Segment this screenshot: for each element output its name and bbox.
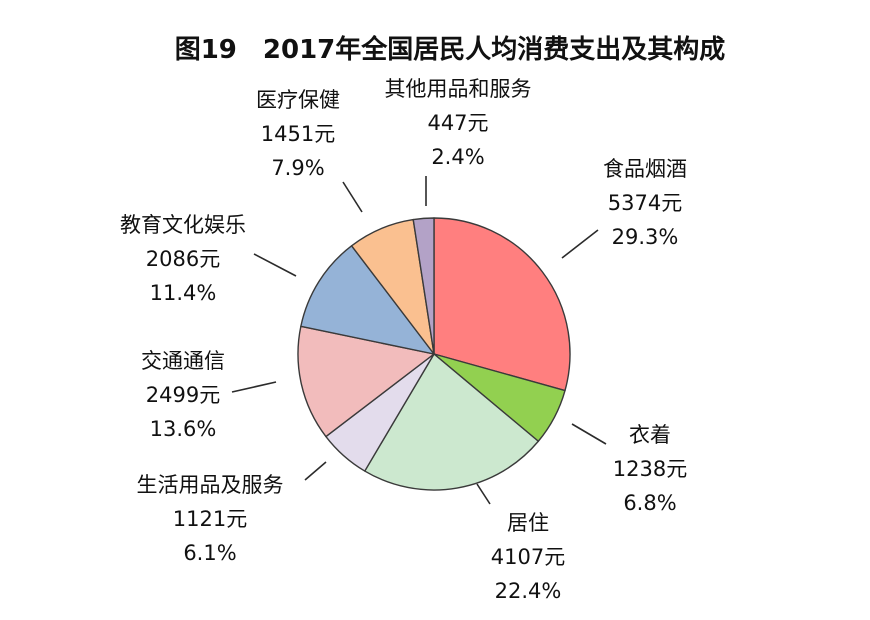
slice-1-wedge — [433, 217, 571, 392]
slice-3-leader-line — [476, 483, 491, 505]
slice-1-name: 食品烟酒 — [603, 157, 687, 181]
slice-6-wedge — [300, 245, 435, 355]
pie-slices — [297, 217, 571, 491]
slice-5-leader-line — [231, 381, 277, 393]
slice-4-value-label: 1121元 — [173, 507, 247, 531]
slice-2-percent-label: 6.8% — [623, 491, 676, 515]
slice-8-value-label: 447元 — [427, 111, 488, 135]
slice-6-leader-line — [253, 253, 297, 277]
slice-1-leader-line — [561, 229, 599, 259]
slice-2-name: 衣着 — [629, 423, 671, 447]
slice-4-leader-line — [304, 461, 327, 481]
slice-3-name: 居住 — [507, 511, 549, 535]
slice-5-name: 交通通信 — [141, 349, 225, 373]
slice-3-value-label: 4107元 — [491, 545, 565, 569]
slice-7-percent-label: 7.9% — [271, 156, 324, 180]
slice-labels: 食品烟酒 5374元 29.3% 衣着 1238元 6.8% 居住 4107元 22.4% 生活用… — [120, 77, 687, 603]
slice-6-value-label: 2086元 — [146, 247, 220, 271]
slice-6-percent-label: 11.4% — [150, 281, 217, 305]
slice-8-name: 其他用品和服务 — [385, 77, 532, 101]
leader-lines — [231, 176, 607, 505]
slice-1-percent-label: 29.3% — [612, 225, 679, 249]
slice-5-wedge — [297, 325, 435, 438]
slice-6-name: 教育文化娱乐 — [120, 213, 246, 237]
slice-8-wedge — [412, 217, 435, 355]
slice-2-value-label: 1238元 — [613, 457, 687, 481]
slice-7-name: 医疗保健 — [256, 88, 340, 112]
slice-3-wedge — [364, 353, 540, 491]
slice-7-leader-line — [342, 181, 363, 213]
slice-5-percent-label: 13.6% — [150, 417, 217, 441]
slice-2-leader-line — [571, 423, 607, 445]
slice-8-percent-label: 2.4% — [431, 145, 484, 169]
chart-title: 图19 2017年全国居民人均消费支出及其构成 — [175, 34, 726, 65]
slice-3-percent-label: 22.4% — [495, 579, 562, 603]
slice-5-value-label: 2499元 — [146, 383, 220, 407]
slice-4-name: 生活用品及服务 — [137, 473, 284, 497]
slice-7-value-label: 1451元 — [261, 122, 335, 146]
slice-4-percent-label: 6.1% — [183, 541, 236, 565]
slice-1-value-label: 5374元 — [608, 191, 682, 215]
